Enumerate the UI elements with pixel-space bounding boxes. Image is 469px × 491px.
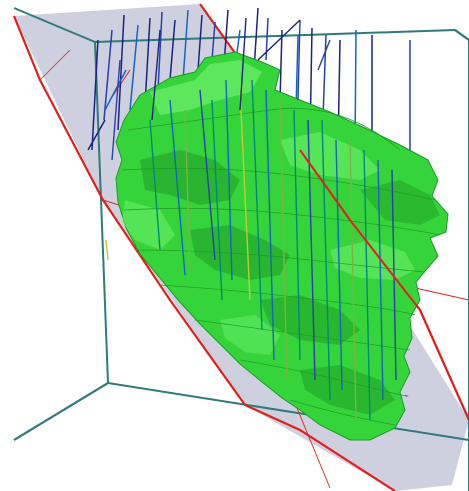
- drillholes-front: [105, 17, 397, 421]
- orebody-solid: [115, 51, 449, 441]
- section-outline-front: [299, 149, 469, 421]
- bounding-box-front: [13, 29, 469, 491]
- orebody-shading: [122, 60, 440, 415]
- orebody-main: [115, 51, 449, 441]
